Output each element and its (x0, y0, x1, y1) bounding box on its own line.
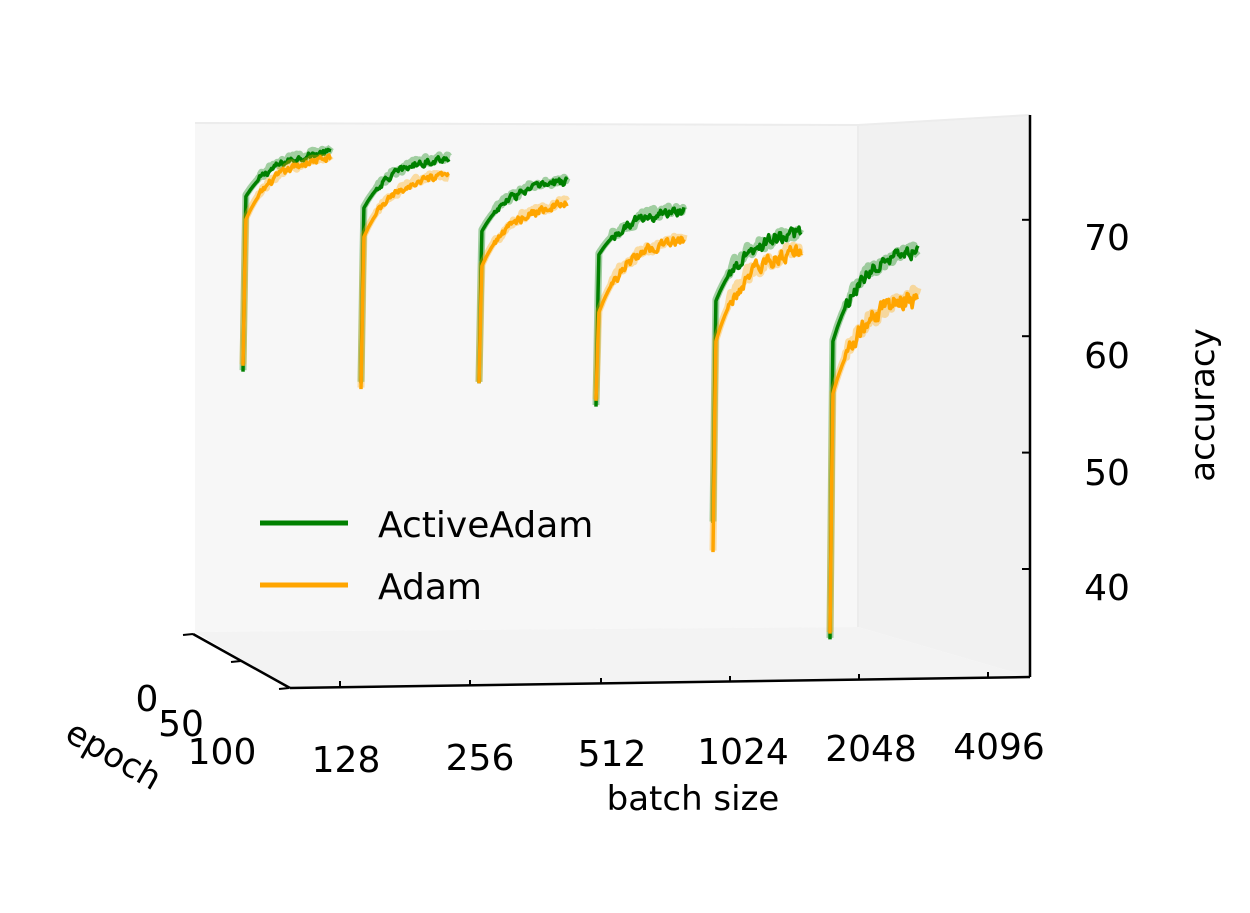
legend-label-activeadam: ActiveAdam (378, 505, 593, 546)
z-tick-label: 50 (1084, 453, 1130, 494)
series-line-activeadam-128 (241, 147, 332, 372)
legend: ActiveAdam Adam (260, 505, 593, 608)
pane-edge-side-top (857, 114, 1031, 126)
x-tick-label: 4096 (953, 727, 1045, 768)
x-tick-label: 1024 (697, 732, 789, 773)
series-line-activeadam-256 (359, 155, 451, 384)
pane-edge-top (194, 122, 859, 126)
series-line-adam-512 (477, 199, 569, 384)
side-pane (858, 115, 1030, 677)
series-line-adam-1024 (594, 235, 686, 401)
floor-pane (195, 627, 1030, 688)
x-axis-title: batch size (607, 779, 780, 819)
epoch-tick (230, 660, 242, 663)
x-tick-label: 512 (578, 734, 647, 775)
epoch-tick-marks (182, 633, 290, 690)
z-axis-title: accuracy (1183, 328, 1223, 481)
z-tick-marks (1022, 218, 1030, 570)
epoch-tick (278, 687, 290, 690)
epoch-tick-label: 100 (188, 732, 257, 773)
z-tick-label: 70 (1084, 218, 1130, 259)
series-line-adam-128 (241, 153, 333, 366)
z-tick-label: 60 (1084, 336, 1130, 377)
series-line-activeadam-512 (477, 176, 569, 384)
epoch-axis-title: epoch (59, 712, 169, 798)
series-line-adam-4096 (828, 291, 920, 634)
x-tick-label: 128 (312, 740, 381, 781)
epoch-tick-label: 0 (136, 679, 159, 720)
epoch-tick (182, 633, 194, 636)
epoch-tick-label: 50 (158, 704, 204, 745)
series-line-activeadam-4096 (828, 244, 920, 640)
series-line-activeadam-2048 (711, 225, 803, 524)
x-axis-line (289, 675, 1031, 690)
z-tick-label: 40 (1084, 568, 1130, 609)
back-pane (195, 123, 858, 632)
epoch-axis-line (192, 632, 291, 690)
series-curves (239, 144, 922, 640)
legend-label-adam: Adam (378, 567, 482, 608)
x-tick-label: 2048 (825, 729, 917, 770)
series-line-adam-2048 (711, 244, 803, 553)
series-line-activeadam-1024 (594, 206, 686, 407)
series-line-adam-256 (359, 170, 450, 390)
x-tick-marks (339, 672, 989, 687)
x-tick-label: 256 (446, 738, 515, 779)
